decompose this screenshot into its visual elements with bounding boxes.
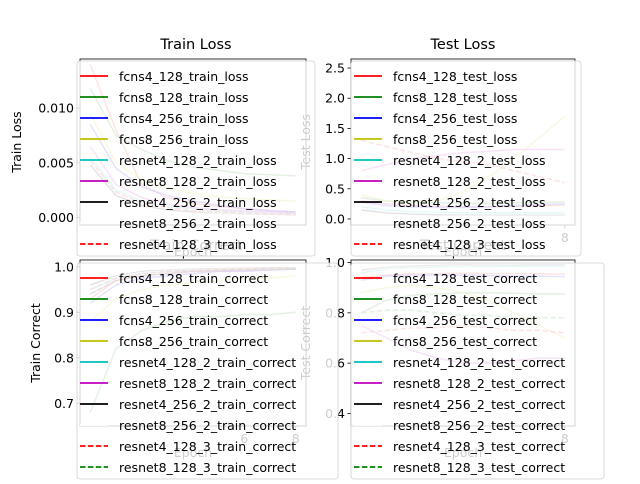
legends-layer: fcns4_128_train_loss fcns8_128_train_loss… — [76, 60, 605, 480]
y-tick-label: 0.010 — [38, 101, 74, 116]
legend-label: resnet4_128_3_train_loss — [119, 237, 277, 252]
legend-label: fcns4_256_train_correct — [119, 313, 268, 328]
legend-label: fcns4_256_train_loss — [119, 111, 249, 126]
legend-label: fcns8_256_test_loss — [393, 132, 517, 147]
legend-label: fcns8_128_test_correct — [393, 292, 537, 307]
legend-label: resnet8_128_2_test_loss — [393, 174, 546, 189]
legend-label: fcns4_128_test_loss — [393, 69, 517, 84]
legend-label: fcns8_256_train_correct — [119, 334, 268, 349]
y-tick-label: 0.9 — [54, 305, 74, 320]
y-tick-label: 0.7 — [54, 396, 74, 411]
legend-label: resnet4_128_3_test_loss — [393, 237, 546, 252]
legend-label: resnet4_256_2_test_loss — [393, 195, 546, 210]
y-axis-label: Train Correct — [28, 303, 43, 384]
legend-label: resnet4_128_3_train_correct — [119, 439, 296, 454]
legend-label: resnet8_128_2_test_correct — [393, 376, 565, 391]
legend: fcns4_128_test_loss fcns8_128_test_lossfc… — [350, 60, 582, 257]
legend-label: resnet8_128_2_train_correct — [119, 376, 296, 391]
y-tick-label: 0.8 — [54, 350, 74, 365]
legend-label: resnet4_256_2_train_correct — [119, 397, 296, 412]
legend-label: resnet8_128_3_train_correct — [119, 460, 296, 475]
legend-label: resnet4_128_2_train_correct — [119, 355, 296, 370]
legend-label: resnet4_256_2_test_correct — [393, 397, 565, 412]
legend-frame — [350, 262, 605, 480]
legend-label: resnet8_128_2_train_loss — [119, 174, 277, 189]
legend-frame — [350, 60, 582, 257]
y-tick-label: 2.5 — [325, 61, 345, 76]
legend-label: fcns4_256_test_loss — [393, 111, 517, 126]
legend-label: resnet4_128_2_train_loss — [119, 153, 277, 168]
legend: fcns4_128_test_correct fcns8_128_test_cor… — [350, 262, 605, 480]
legend-label: fcns4_128_test_correct — [393, 271, 537, 286]
legend-frame — [76, 60, 316, 257]
chart-title: Train Loss — [159, 37, 231, 53]
legend-label: resnet4_256_2_train_loss — [119, 195, 277, 210]
legend-label: resnet4_128_2_test_loss — [393, 153, 546, 168]
legend-label: fcns8_256_train_loss — [119, 132, 249, 147]
y-tick-label: 0.005 — [38, 155, 74, 170]
chart-title: Test Loss — [430, 37, 496, 53]
legend-label: resnet4_128_3_test_correct — [393, 439, 565, 454]
legend-label: fcns8_128_test_loss — [393, 90, 517, 105]
y-tick-label: 0.5 — [325, 181, 345, 196]
legend-label: fcns8_256_test_correct — [393, 334, 537, 349]
legend-label: fcns4_128_train_loss — [119, 69, 249, 84]
legend-frame — [76, 262, 339, 480]
y-tick-label: 2.0 — [325, 91, 345, 106]
legend-label: fcns4_256_test_correct — [393, 313, 537, 328]
legend-label: resnet8_256_2_test_correct — [393, 418, 565, 433]
legend-label: resnet4_128_2_test_correct — [393, 355, 565, 370]
y-tick-label: 0.000 — [38, 210, 74, 225]
legend-label: resnet8_256_2_train_loss — [119, 216, 277, 231]
legend-label: resnet8_128_3_test_correct — [393, 460, 565, 475]
y-axis-label: Train Loss — [9, 111, 24, 173]
y-tick-label: 1.0 — [325, 151, 345, 166]
legend-label: resnet8_256_2_test_loss — [393, 216, 546, 231]
legend: fcns4_128_train_correct fcns8_128_train_c… — [76, 262, 339, 480]
y-tick-label: 0.0 — [325, 211, 345, 226]
legend-label: fcns8_128_train_loss — [119, 90, 249, 105]
legend: fcns4_128_train_loss fcns8_128_train_loss… — [76, 60, 316, 257]
y-tick-label: 1.0 — [54, 259, 74, 274]
legend-label: fcns4_128_train_correct — [119, 271, 268, 286]
legend-label: resnet8_256_2_train_correct — [119, 418, 296, 433]
legend-label: fcns8_128_train_correct — [119, 292, 268, 307]
y-tick-label: 1.5 — [325, 121, 345, 136]
